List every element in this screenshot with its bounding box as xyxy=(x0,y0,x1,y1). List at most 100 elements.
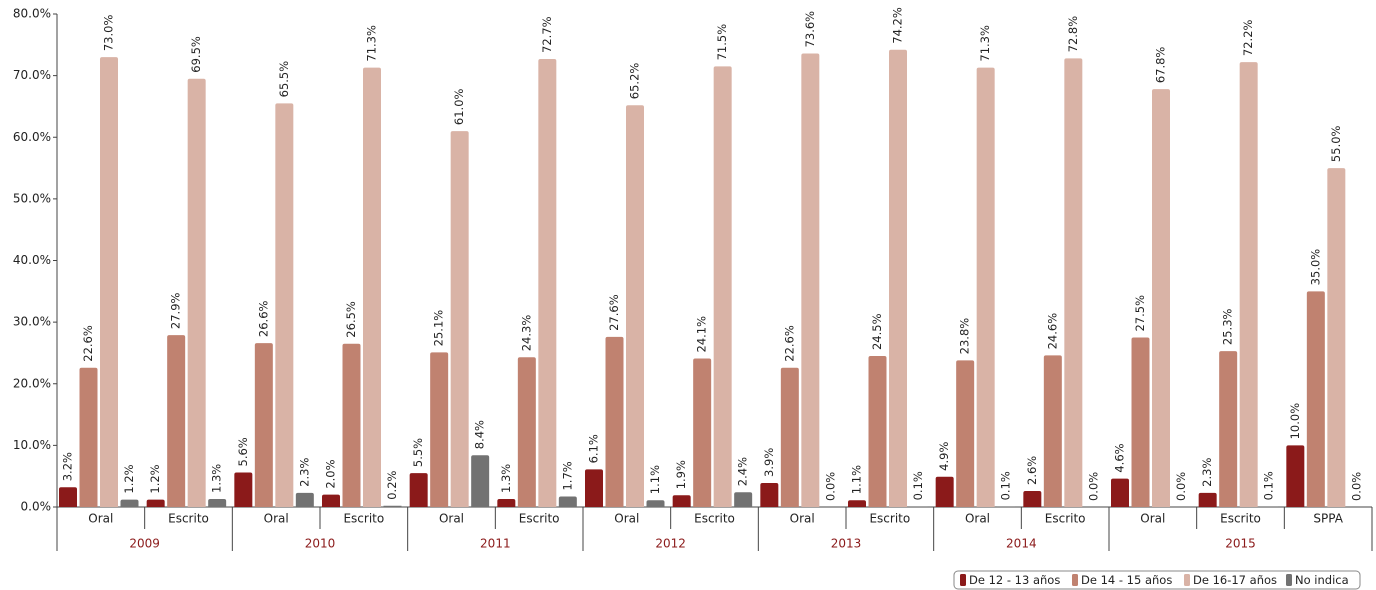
bar xyxy=(342,343,361,507)
value-label: 24.5% xyxy=(870,313,884,350)
x-tick-label: Escrito xyxy=(1220,512,1261,526)
bar xyxy=(275,103,294,507)
bar xyxy=(976,67,995,508)
bar xyxy=(167,335,186,507)
value-label: 1.1% xyxy=(648,465,662,494)
bar xyxy=(646,500,665,507)
value-label: 1.3% xyxy=(210,464,224,493)
value-label: 3.9% xyxy=(762,448,776,477)
value-label: 5.5% xyxy=(411,438,425,467)
value-label: 0.2% xyxy=(385,470,399,499)
value-label: 35.0% xyxy=(1308,249,1322,286)
bar xyxy=(1198,492,1217,507)
value-label: 73.0% xyxy=(102,15,116,52)
bar xyxy=(322,494,340,507)
x-tick-label: Oral xyxy=(439,512,464,526)
y-tick-label: 20.0% xyxy=(13,376,51,390)
value-label: 8.4% xyxy=(473,420,487,449)
value-label: 25.3% xyxy=(1221,308,1235,345)
value-label: 67.8% xyxy=(1154,47,1168,84)
bar xyxy=(234,472,253,507)
value-label: 69.5% xyxy=(189,36,203,73)
x-tick-label: Escrito xyxy=(694,512,735,526)
value-label: 22.6% xyxy=(81,325,95,362)
bar xyxy=(1286,445,1305,507)
legend-swatch xyxy=(1184,574,1190,586)
bar xyxy=(734,492,753,507)
legend: De 12 - 13 años De 14 - 15 años De 16-17 a… xyxy=(953,570,1361,590)
value-label: 0.1% xyxy=(911,471,925,500)
x-tick-label: Escrito xyxy=(168,512,209,526)
value-label: 3.2% xyxy=(61,452,75,481)
bar xyxy=(1023,490,1042,507)
bar xyxy=(430,352,449,507)
value-label: 61.0% xyxy=(452,88,466,125)
group-label: 2009 xyxy=(129,537,160,551)
y-tick-label: 0.0% xyxy=(21,500,52,514)
bar xyxy=(295,492,314,507)
value-label: 65.2% xyxy=(628,63,642,100)
group-label: 2013 xyxy=(831,537,862,551)
bar xyxy=(409,473,428,507)
value-label: 26.6% xyxy=(256,300,270,337)
x-tick-label: Escrito xyxy=(1045,512,1086,526)
legend-box xyxy=(953,570,1361,590)
value-label: 1.1% xyxy=(850,465,864,494)
bar xyxy=(909,506,928,507)
value-label: 27.9% xyxy=(169,292,183,329)
value-label: 1.7% xyxy=(560,461,574,490)
bar xyxy=(585,469,603,507)
bar xyxy=(760,482,779,507)
value-label: 0.0% xyxy=(1174,472,1188,501)
bar xyxy=(1239,62,1258,507)
x-tick-label: Escrito xyxy=(869,512,910,526)
legend-label: No indica xyxy=(1295,573,1349,587)
bar xyxy=(146,499,165,507)
bar xyxy=(935,476,954,507)
y-tick-label: 80.0% xyxy=(13,7,51,21)
x-tick-label: Oral xyxy=(614,512,639,526)
value-label: 22.6% xyxy=(782,325,796,362)
value-label: 27.6% xyxy=(607,294,621,331)
legend-swatch xyxy=(1286,574,1292,586)
value-label: 24.6% xyxy=(1045,313,1059,350)
bar xyxy=(208,498,227,507)
x-tick-label: Oral xyxy=(264,512,289,526)
x-tick-label: SPPA xyxy=(1313,512,1343,526)
value-label: 73.6% xyxy=(803,11,817,48)
group-label: 2011 xyxy=(480,537,511,551)
bar xyxy=(713,66,732,507)
value-label: 1.2% xyxy=(148,464,162,493)
value-label: 71.3% xyxy=(365,25,379,62)
bar xyxy=(471,455,490,507)
value-label: 25.1% xyxy=(432,310,446,347)
value-label: 72.8% xyxy=(1066,16,1080,53)
value-label: 24.1% xyxy=(695,316,709,353)
value-label: 0.0% xyxy=(823,472,837,501)
value-label: 0.1% xyxy=(1262,471,1276,500)
y-tick-label: 10.0% xyxy=(13,438,51,452)
value-label: 55.0% xyxy=(1329,125,1343,162)
value-label: 71.3% xyxy=(978,25,992,62)
value-label: 1.3% xyxy=(499,464,513,493)
bar xyxy=(517,357,536,507)
legend-label: De 12 - 13 años xyxy=(969,573,1060,587)
value-label: 0.0% xyxy=(1086,472,1100,501)
bar xyxy=(383,505,402,507)
x-tick-label: Oral xyxy=(965,512,990,526)
bar xyxy=(59,487,77,507)
bar xyxy=(254,343,273,507)
value-label: 26.5% xyxy=(344,301,358,338)
y-tick-label: 50.0% xyxy=(13,191,51,205)
y-tick-label: 30.0% xyxy=(13,315,51,329)
bar xyxy=(558,496,577,507)
value-label: 74.2% xyxy=(891,7,905,44)
bar xyxy=(363,67,381,508)
value-label: 2.3% xyxy=(1200,458,1214,487)
legend-swatch xyxy=(1072,574,1078,586)
value-label: 4.9% xyxy=(937,442,951,471)
value-label: 10.0% xyxy=(1288,403,1302,440)
value-label: 0.0% xyxy=(1349,472,1363,501)
bar xyxy=(1064,58,1083,508)
